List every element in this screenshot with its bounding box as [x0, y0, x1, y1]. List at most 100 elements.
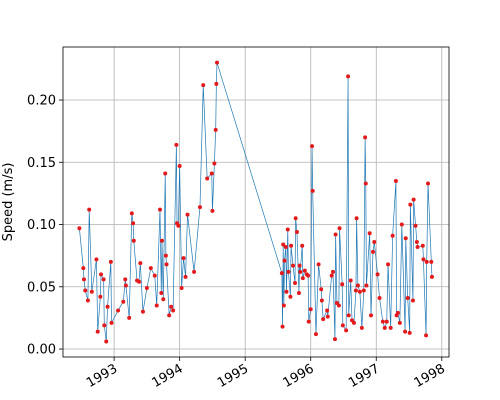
data-point — [388, 325, 393, 330]
x-tick-label: 1997 — [346, 361, 382, 391]
data-point — [169, 304, 174, 309]
data-point — [99, 272, 104, 277]
data-point — [87, 207, 92, 212]
data-point — [152, 273, 157, 278]
data-point — [95, 329, 100, 334]
data-point — [390, 233, 395, 238]
data-point — [123, 277, 128, 282]
data-point — [137, 279, 142, 284]
data-point — [140, 309, 145, 314]
data-point — [399, 222, 404, 227]
data-point — [174, 142, 179, 147]
data-point — [393, 178, 398, 183]
data-point — [164, 262, 169, 267]
data-point — [319, 298, 324, 303]
data-point — [405, 295, 410, 300]
data-point — [367, 231, 372, 236]
data-point — [297, 263, 302, 268]
data-point — [426, 181, 431, 186]
data-point — [161, 297, 166, 302]
data-point — [354, 216, 359, 221]
data-point — [313, 332, 318, 337]
data-point — [179, 286, 184, 291]
data-point — [306, 319, 311, 324]
data-point — [336, 303, 341, 308]
data-point — [377, 295, 382, 300]
plot-frame — [62, 46, 450, 358]
data-point — [197, 205, 202, 210]
data-point — [407, 330, 412, 335]
data-point — [284, 289, 289, 294]
data-point — [319, 287, 324, 292]
data-point — [370, 249, 375, 254]
data-point — [364, 283, 369, 288]
data-point — [85, 298, 90, 303]
data-point — [131, 238, 136, 243]
data-point — [213, 127, 218, 132]
data-point — [201, 83, 206, 88]
data-point — [214, 81, 219, 86]
data-point — [123, 283, 128, 288]
data-point — [346, 313, 351, 318]
data-point — [212, 161, 217, 166]
data-point — [372, 239, 377, 244]
data-point — [411, 197, 416, 202]
data-point — [355, 283, 360, 288]
data-point — [283, 244, 288, 249]
data-point — [310, 144, 315, 149]
data-point — [424, 333, 429, 338]
data-point — [382, 325, 387, 330]
data-point — [293, 216, 298, 221]
data-point — [167, 313, 172, 318]
data-point — [171, 308, 176, 313]
data-point — [163, 171, 168, 176]
data-point — [81, 266, 86, 271]
data-point — [176, 223, 181, 228]
y-tick-label: 0.20 — [27, 94, 56, 109]
data-point — [384, 319, 389, 324]
data-point — [282, 258, 287, 263]
data-point — [281, 303, 286, 308]
data-point — [138, 261, 143, 266]
data-point — [329, 273, 334, 278]
data-point — [408, 202, 413, 207]
data-point — [375, 272, 380, 277]
data-point — [292, 281, 297, 286]
data-point — [429, 259, 434, 264]
x-tick-label: 1994 — [149, 361, 185, 391]
data-point — [420, 243, 425, 248]
data-point — [321, 317, 326, 322]
data-point — [414, 239, 419, 244]
data-point — [325, 314, 330, 319]
data-point — [413, 223, 418, 228]
data-point — [144, 286, 149, 291]
data-point — [83, 288, 88, 293]
data-point — [395, 310, 400, 315]
data-point — [148, 266, 153, 271]
data-point — [332, 337, 337, 342]
data-point — [308, 307, 313, 312]
data-point — [363, 135, 368, 140]
data-point — [331, 269, 336, 274]
data-point — [280, 324, 285, 329]
data-point — [386, 262, 391, 267]
data-point — [183, 274, 188, 279]
data-point — [397, 320, 402, 325]
data-point — [286, 269, 291, 274]
data-point — [121, 299, 126, 304]
data-point — [351, 320, 356, 325]
data-point — [131, 221, 136, 226]
data-point — [281, 242, 286, 247]
data-point — [108, 259, 113, 264]
data-point — [105, 304, 110, 309]
data-point — [81, 277, 86, 282]
data-point — [205, 176, 210, 181]
data-point — [316, 262, 321, 267]
data-point — [177, 164, 182, 169]
data-point — [302, 268, 307, 273]
x-tick-label: 1996 — [281, 361, 317, 391]
data-point — [333, 232, 338, 237]
data-point — [340, 323, 345, 328]
data-point — [294, 230, 299, 235]
data-point — [380, 319, 385, 324]
